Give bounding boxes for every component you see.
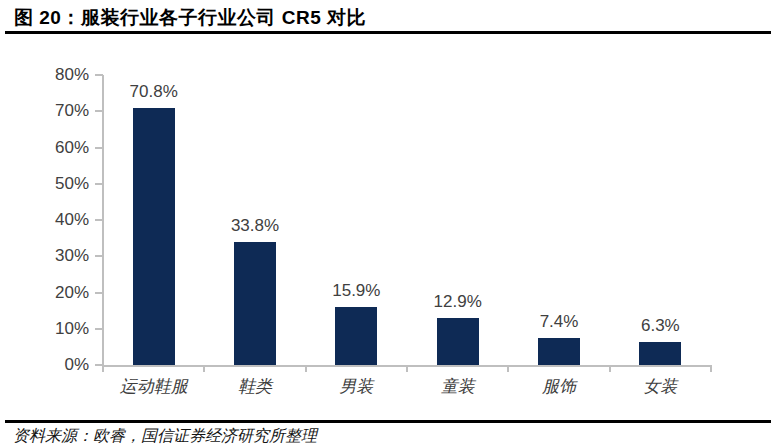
x-axis-tick xyxy=(102,365,104,372)
y-axis-line xyxy=(102,75,104,367)
y-axis-tick-label: 0% xyxy=(37,355,89,375)
x-category-label: 运动鞋服 xyxy=(99,375,209,398)
x-axis-tick xyxy=(609,365,611,372)
y-axis-tick xyxy=(95,292,103,294)
y-axis-tick-label: 10% xyxy=(37,319,89,339)
y-axis-tick xyxy=(95,219,103,221)
x-axis-tick xyxy=(305,365,307,372)
y-axis-tick-label: 20% xyxy=(37,283,89,303)
bar-value-label: 12.9% xyxy=(413,292,503,312)
source-divider xyxy=(5,420,771,423)
x-axis-tick xyxy=(507,365,509,372)
chart-plot-area: 0% 10% 20% 30% 40% 50% 60% 70% 80% 70.8% 运动鞋服 33.8%… xyxy=(0,0,784,448)
y-axis-tick-label: 80% xyxy=(37,65,89,85)
bar xyxy=(538,338,580,365)
bar xyxy=(437,318,479,365)
y-axis-tick-label: 60% xyxy=(37,138,89,158)
y-axis-tick xyxy=(95,147,103,149)
x-axis-tick xyxy=(203,365,205,372)
x-category-label: 女装 xyxy=(605,375,715,398)
x-category-label: 服饰 xyxy=(504,375,614,398)
y-axis-tick xyxy=(95,328,103,330)
bar xyxy=(234,242,276,365)
x-category-label: 鞋类 xyxy=(200,375,310,398)
y-axis-tick-label: 30% xyxy=(37,246,89,266)
y-axis-tick-label: 40% xyxy=(37,210,89,230)
bar-value-label: 70.8% xyxy=(109,82,199,102)
source-note: 资料来源：欧睿，国信证券经济研究所整理 xyxy=(13,426,317,447)
y-axis-tick xyxy=(95,255,103,257)
y-axis-tick-label: 50% xyxy=(37,174,89,194)
bar-value-label: 7.4% xyxy=(514,312,604,332)
bar-value-label: 6.3% xyxy=(615,316,705,336)
x-axis-tick xyxy=(710,365,712,372)
x-category-label: 男装 xyxy=(301,375,411,398)
y-axis-tick-label: 70% xyxy=(37,101,89,121)
x-axis-tick xyxy=(406,365,408,372)
x-category-label: 童装 xyxy=(403,375,513,398)
bar xyxy=(639,342,681,365)
y-axis-tick xyxy=(95,110,103,112)
bar-value-label: 15.9% xyxy=(311,281,401,301)
bar xyxy=(335,307,377,365)
y-axis-tick xyxy=(95,183,103,185)
y-axis-tick xyxy=(95,74,103,76)
bar-value-label: 33.8% xyxy=(210,216,300,236)
figure-container: 图 20：服装行业各子行业公司 CR5 对比 0%10%20%30%40%50%… xyxy=(0,0,784,448)
bar xyxy=(133,108,175,365)
